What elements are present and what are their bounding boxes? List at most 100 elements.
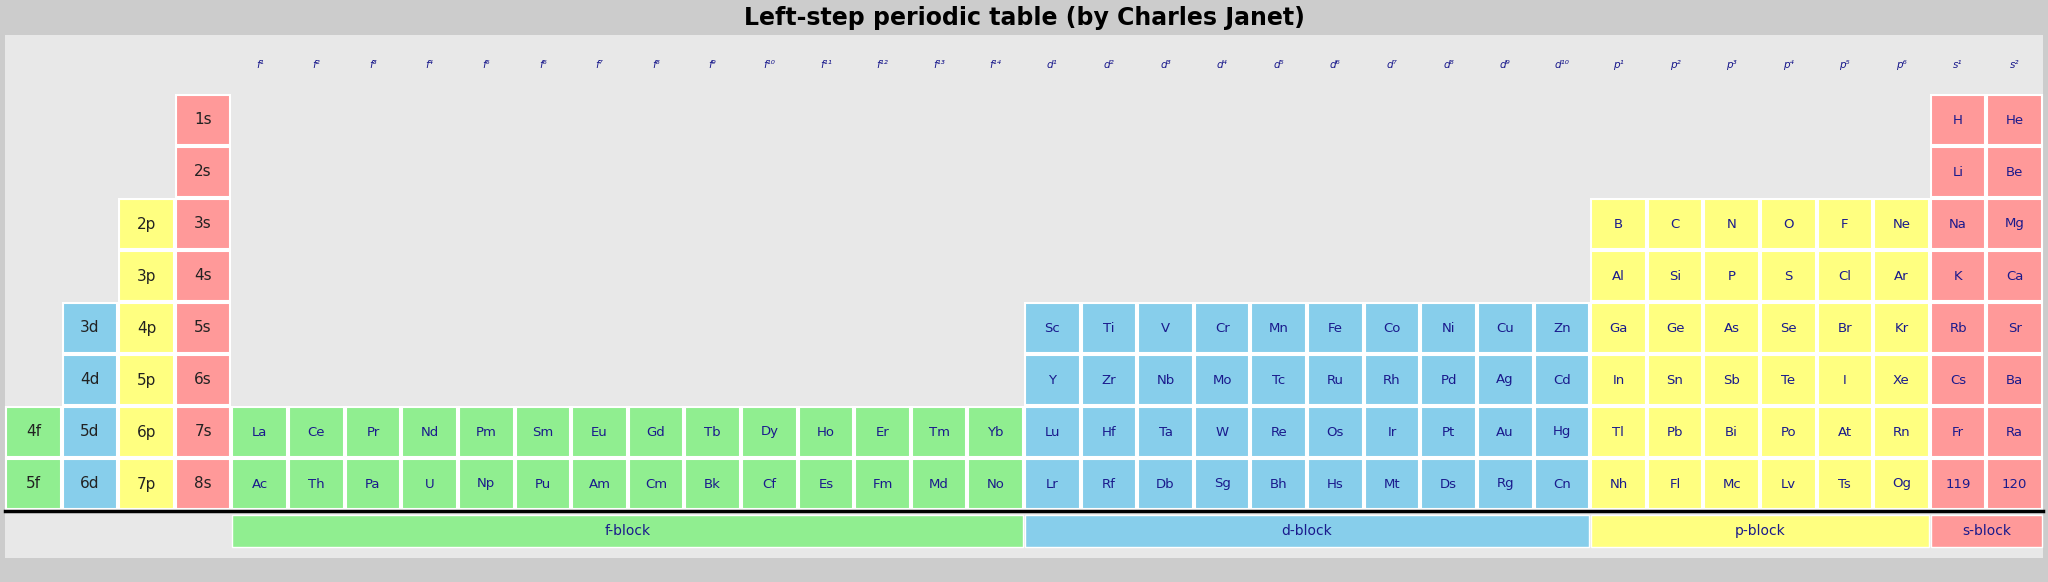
Bar <box>1591 515 1929 547</box>
Text: Tm: Tm <box>928 425 950 438</box>
Bar <box>1817 459 1872 509</box>
Text: 3d: 3d <box>80 321 100 335</box>
Text: Md: Md <box>930 477 948 491</box>
Text: U: U <box>424 477 434 491</box>
Text: Pb: Pb <box>1667 425 1683 438</box>
Bar <box>1309 407 1362 457</box>
Text: f¹²: f¹² <box>877 59 889 69</box>
Bar <box>1364 407 1419 457</box>
Bar <box>459 459 514 509</box>
Bar <box>1649 355 1702 405</box>
Bar <box>1874 355 1929 405</box>
Bar <box>1309 459 1362 509</box>
Bar <box>1024 303 1079 353</box>
Text: f⁹: f⁹ <box>709 59 717 69</box>
Bar <box>1081 407 1137 457</box>
Bar <box>176 303 231 353</box>
Text: Po: Po <box>1780 425 1796 438</box>
Text: d¹: d¹ <box>1047 59 1057 69</box>
Text: Sb: Sb <box>1722 374 1741 386</box>
Text: Ca: Ca <box>2005 269 2023 282</box>
Bar <box>1874 199 1929 249</box>
Text: Tc: Tc <box>1272 374 1286 386</box>
Text: Lu: Lu <box>1044 425 1061 438</box>
Bar <box>346 407 399 457</box>
Text: p⁵: p⁵ <box>1839 59 1849 69</box>
Bar <box>1704 303 1759 353</box>
Bar <box>119 303 174 353</box>
Text: Pa: Pa <box>365 477 381 491</box>
Bar <box>1649 303 1702 353</box>
Bar <box>1817 407 1872 457</box>
Text: Nd: Nd <box>420 425 438 438</box>
Text: d¹⁰: d¹⁰ <box>1554 59 1569 69</box>
Bar <box>1704 459 1759 509</box>
Bar <box>1761 251 1817 301</box>
Text: Si: Si <box>1669 269 1681 282</box>
Text: Mg: Mg <box>2005 218 2025 230</box>
Bar <box>629 459 684 509</box>
Bar <box>289 407 344 457</box>
Bar <box>1817 251 1872 301</box>
Text: Re: Re <box>1270 425 1286 438</box>
Text: Mo: Mo <box>1212 374 1233 386</box>
Text: d⁸: d⁸ <box>1444 59 1454 69</box>
Text: Br: Br <box>1837 321 1851 335</box>
Text: I: I <box>1843 374 1847 386</box>
Bar <box>1704 251 1759 301</box>
Bar <box>1421 459 1477 509</box>
Bar <box>571 459 627 509</box>
Text: p⁴: p⁴ <box>1784 59 1794 69</box>
Text: f⁴: f⁴ <box>426 59 434 69</box>
Bar <box>4 35 2044 558</box>
Text: Ta: Ta <box>1159 425 1174 438</box>
Text: f³: f³ <box>369 59 377 69</box>
Text: Cn: Cn <box>1552 477 1571 491</box>
Text: Xe: Xe <box>1892 374 1911 386</box>
Bar <box>63 303 117 353</box>
Bar <box>911 407 967 457</box>
Bar <box>686 459 739 509</box>
Bar <box>63 407 117 457</box>
Bar <box>1874 251 1929 301</box>
Text: d³: d³ <box>1159 59 1171 69</box>
Bar <box>1649 407 1702 457</box>
Bar <box>1704 407 1759 457</box>
Text: 5p: 5p <box>137 372 156 388</box>
Text: p⁶: p⁶ <box>1896 59 1907 69</box>
Bar <box>1817 355 1872 405</box>
Text: Tb: Tb <box>705 425 721 438</box>
Text: Zn: Zn <box>1552 321 1571 335</box>
Text: O: O <box>1784 218 1794 230</box>
Bar <box>459 407 514 457</box>
Bar <box>1194 355 1249 405</box>
Text: Ge: Ge <box>1665 321 1683 335</box>
Text: N: N <box>1726 218 1737 230</box>
Bar <box>1931 251 1985 301</box>
Bar <box>1024 407 1079 457</box>
Bar <box>1534 407 1589 457</box>
Bar <box>1309 303 1362 353</box>
Bar <box>741 459 797 509</box>
Bar <box>799 407 854 457</box>
Bar <box>1139 355 1192 405</box>
Text: B: B <box>1614 218 1622 230</box>
Bar <box>1591 303 1647 353</box>
Text: 7s: 7s <box>195 424 211 439</box>
Text: p³: p³ <box>1726 59 1737 69</box>
Bar <box>1987 251 2042 301</box>
Text: Cm: Cm <box>645 477 668 491</box>
Bar <box>1479 459 1532 509</box>
Text: Hg: Hg <box>1552 425 1571 438</box>
Bar <box>1081 355 1137 405</box>
Bar <box>1761 459 1817 509</box>
Text: Cd: Cd <box>1552 374 1571 386</box>
Text: Pr: Pr <box>367 425 379 438</box>
Bar <box>119 407 174 457</box>
Text: p¹: p¹ <box>1614 59 1624 69</box>
Text: 2p: 2p <box>137 217 156 232</box>
Text: In: In <box>1612 374 1624 386</box>
Bar <box>1421 407 1477 457</box>
Bar <box>1987 95 2042 145</box>
Bar <box>401 407 457 457</box>
